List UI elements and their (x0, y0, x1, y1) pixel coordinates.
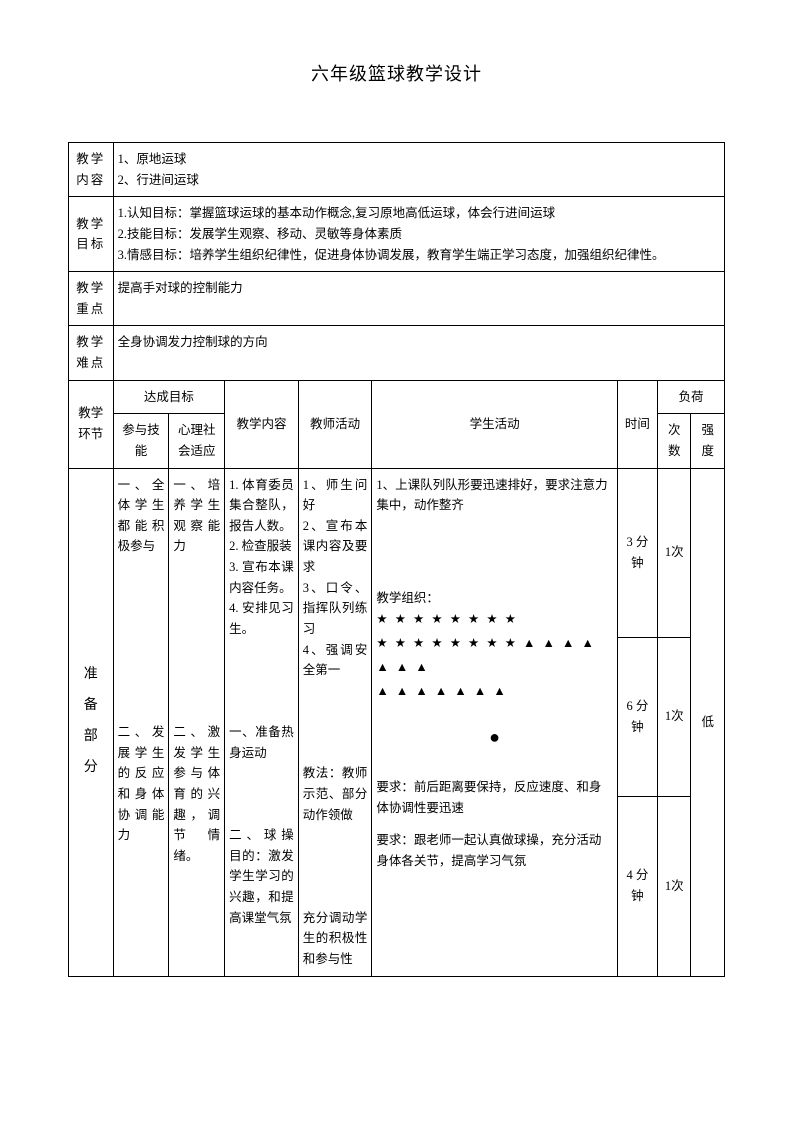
sact-stars1: ★ ★ ★ ★ ★ ★ ★ ★ (376, 608, 612, 632)
sact-circle: ● (376, 723, 612, 753)
hdr-skill: 参与技能 (113, 414, 169, 468)
hdr-sact: 学生活动 (372, 380, 617, 468)
count2: 1次 (657, 637, 690, 796)
hdr-tact: 教师活动 (298, 380, 372, 468)
prep-sact: 1、上课队列队形要迅速排好，要求注意力集中，动作整齐 教学组织： ★ ★ ★ ★… (372, 468, 617, 976)
label-key: 教学重点 (69, 272, 114, 326)
sact-stars2: ★ ★ ★ ★ ★ ★ ★ ★ ▲ ▲ ▲ ▲ ▲ ▲ ▲ (376, 632, 612, 680)
prep-tcontent: 1. 体育委员集合整队，报告人数。 2. 检查服装 3. 宣布本课内容任务。 4… (225, 468, 299, 976)
time2: 6 分钟 (617, 637, 657, 796)
hdr-tcontent: 教学内容 (225, 380, 299, 468)
hdr-psych: 心理社会适应 (169, 414, 225, 468)
hdr-phase: 教学环节 (69, 380, 114, 468)
label-content: 教学内容 (69, 143, 114, 197)
cell-key: 提高手对球的控制能力 (113, 272, 724, 326)
lesson-table: 教学内容 1、原地运球 2、行进间运球 教学目标 1.认知目标：掌握篮球运球的基… (68, 142, 725, 977)
hdr-time: 时间 (617, 380, 657, 468)
sact-req2: 要求：跟老师一起认真做球操，充分活动身体各关节，提高学习气氛 (376, 830, 612, 871)
intensity: 低 (691, 468, 725, 976)
hdr-targets: 达成目标 (113, 380, 225, 414)
phase-prep: 准 备 部 分 (69, 468, 114, 976)
prep-tact: 1、师生问好 2、宣布本课内容及要求 3、口令、指挥队列练习 4、强调安全第一 … (298, 468, 372, 976)
sact-top: 1、上课队列队形要迅速排好，要求注意力集中，动作整齐 (376, 475, 612, 516)
count1: 1次 (657, 468, 690, 637)
sact-org-label: 教学组织： (376, 588, 612, 609)
cell-goal: 1.认知目标：掌握篮球运球的基本动作概念,复习原地高低运球，体会行进间运球 2.… (113, 197, 724, 272)
hdr-load: 负荷 (657, 380, 724, 414)
time1: 3 分钟 (617, 468, 657, 637)
time3: 4 分钟 (617, 796, 657, 976)
page-title: 六年级篮球教学设计 (68, 60, 725, 86)
sact-req1: 要求：前后距离要保持，反应速度、和身体协调性要迅速 (376, 777, 612, 818)
hdr-intensity: 强度 (691, 414, 725, 468)
hdr-count: 次数 (657, 414, 690, 468)
label-diff: 教学难点 (69, 326, 114, 380)
prep-psych: 一、培养学生观察能力 二、激发学生参与体育的兴趣，调节情绪。 (169, 468, 225, 976)
sact-tri: ▲ ▲ ▲ ▲ ▲ ▲ ▲ (376, 680, 612, 704)
cell-diff: 全身协调发力控制球的方向 (113, 326, 724, 380)
count3: 1次 (657, 796, 690, 976)
label-goal: 教学目标 (69, 197, 114, 272)
cell-content: 1、原地运球 2、行进间运球 (113, 143, 724, 197)
prep-skill: 一、全体学生都能积极参与 二、发展学生的反应和身体协调能力 (113, 468, 169, 976)
